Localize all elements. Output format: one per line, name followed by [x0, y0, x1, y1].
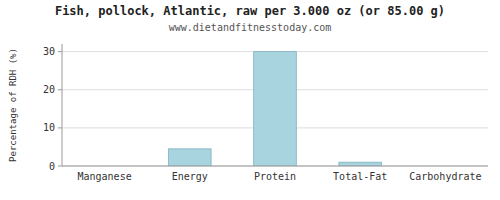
subtitle: www.dietandfitnesstoday.com [169, 22, 332, 33]
x-tick-label: Total-Fat [333, 171, 387, 182]
bars [169, 52, 382, 166]
title: Fish, pollock, Atlantic, raw per 3.000 o… [55, 4, 445, 18]
bar [254, 52, 297, 166]
y-tick-label: 30 [43, 46, 55, 57]
y-tick-label: 0 [49, 161, 55, 172]
x-axis [62, 166, 488, 167]
x-tick-label: Energy [172, 171, 208, 182]
y-axis [62, 44, 63, 166]
y-axis-label: Percentage of RDH (%) [8, 48, 18, 162]
x-tick-label: Carbohydrate [409, 171, 481, 182]
x-tick-label: Protein [254, 171, 296, 182]
y-tick [58, 89, 62, 90]
bar [339, 162, 382, 166]
grid [62, 52, 488, 166]
grid-line [62, 166, 488, 167]
chart: Fish, pollock, Atlantic, raw per 3.000 o… [0, 0, 500, 200]
y-tick [58, 127, 62, 128]
y-tick [58, 166, 62, 167]
x-tick-label: Manganese [78, 171, 132, 182]
y-tick-label: 20 [43, 84, 55, 95]
y-tick [58, 51, 62, 52]
bar [169, 149, 212, 166]
y-tick-label: 10 [43, 122, 55, 133]
